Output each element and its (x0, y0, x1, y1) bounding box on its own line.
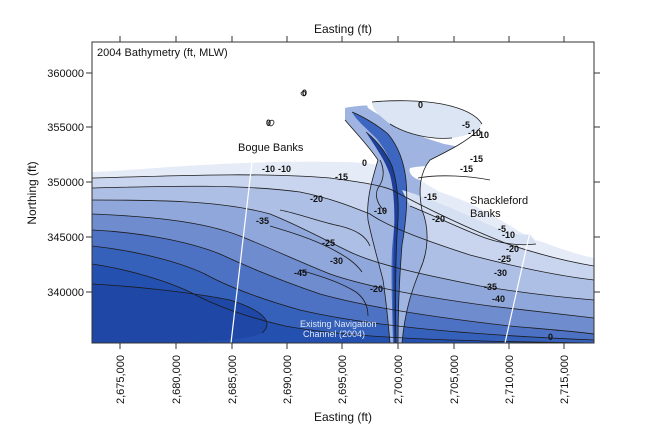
contour-label: 0 (302, 88, 307, 98)
x-ticks-top (119, 36, 565, 42)
x-tick-label: 2,680,000 (171, 355, 183, 404)
x-tick-label: 2,710,000 (504, 355, 516, 404)
x-tick-labels: 2,675,000 2,680,000 2,685,000 2,690,000 … (115, 355, 571, 404)
x-tick-label: 2,675,000 (115, 355, 127, 404)
y-tick-label: 345000 (47, 232, 84, 244)
contour-label: -35 (484, 282, 497, 292)
x-tick-label: 2,695,000 (337, 355, 349, 404)
contour-label: -40 (492, 294, 505, 304)
plot-border (91, 41, 595, 344)
contour-label: -10 (374, 206, 387, 216)
survey-line-east (504, 231, 531, 343)
contour-label-group: 0 0 0 0 0 -5 -10 -10 -15 -15 -20 -25 -30… (256, 88, 553, 342)
label-bogue-banks: Bogue Banks (238, 142, 304, 154)
contour-lines (92, 91, 594, 343)
land-bogue-banks (92, 42, 594, 258)
x-tick-label: 2,715,000 (559, 355, 571, 404)
contour-label: -20 (506, 244, 519, 254)
contour-label: -30 (494, 268, 507, 278)
y-tick-label: 340000 (47, 287, 84, 299)
contour-label: -10 (278, 164, 291, 174)
contour-label: -25 (322, 238, 335, 248)
y-tick-labels: 360000 355000 350000 345000 340000 (47, 68, 84, 299)
bathymetry-map (92, 42, 594, 343)
contour-label: -25 (498, 254, 511, 264)
contour-label: -5 (462, 120, 470, 130)
contour-label: -10 (502, 230, 515, 240)
land-shackleford (409, 165, 481, 188)
y-tick-label: 355000 (47, 122, 84, 134)
y-axis-label: Northing (ft) (25, 161, 39, 224)
y-ticks-left (86, 72, 92, 293)
contour-label: -15 (424, 192, 437, 202)
x-axis-label-top: Easting (ft) (314, 22, 372, 36)
x-ticks-bottom (119, 343, 565, 349)
contour-label: 0 (418, 100, 423, 110)
y-tick-label: 360000 (47, 68, 84, 80)
label-shackleford-1: Shackleford (470, 195, 528, 207)
survey-line-west (230, 161, 253, 343)
contour-label: -45 (294, 268, 307, 278)
contour-label: -20 (370, 284, 383, 294)
contour-label: -5 (498, 224, 506, 234)
contour-label: 0 (548, 332, 553, 342)
x-tick-label: 2,690,000 (282, 355, 294, 404)
x-axis-label-bottom: Easting (ft) (314, 410, 372, 424)
contour-label: -20 (432, 214, 445, 224)
shackleford-lobe (402, 190, 536, 245)
y-ticks-right (594, 72, 600, 293)
contour-label: -35 (256, 216, 269, 226)
label-channel-2: Channel (2004) (303, 329, 365, 339)
contour-label: -15 (335, 172, 348, 182)
y-tick-label: 350000 (47, 177, 84, 189)
contour-label: -20 (310, 194, 323, 204)
contour-label: -10 (476, 130, 489, 140)
contour-label: -10 (468, 128, 481, 138)
channel-thalweg (366, 132, 399, 343)
label-channel-1: Existing Navigation (300, 319, 377, 329)
x-tick-label: 2,685,000 (227, 355, 239, 404)
contour-label: -10 (262, 164, 275, 174)
contour-label: 0 (362, 158, 367, 168)
channel-shoal (345, 105, 480, 343)
x-tick-label: 2,700,000 (393, 355, 405, 404)
channel-deep (352, 112, 407, 343)
label-shackleford-2: Banks (470, 208, 501, 220)
x-tick-label: 2,705,000 (449, 355, 461, 404)
contour-label: -30 (330, 256, 343, 266)
map-title: 2004 Bathymetry (ft, MLW) (97, 47, 228, 59)
contour-label: 0 (266, 118, 271, 128)
contour-label: -15 (470, 154, 483, 164)
contour-label: -15 (460, 164, 473, 174)
